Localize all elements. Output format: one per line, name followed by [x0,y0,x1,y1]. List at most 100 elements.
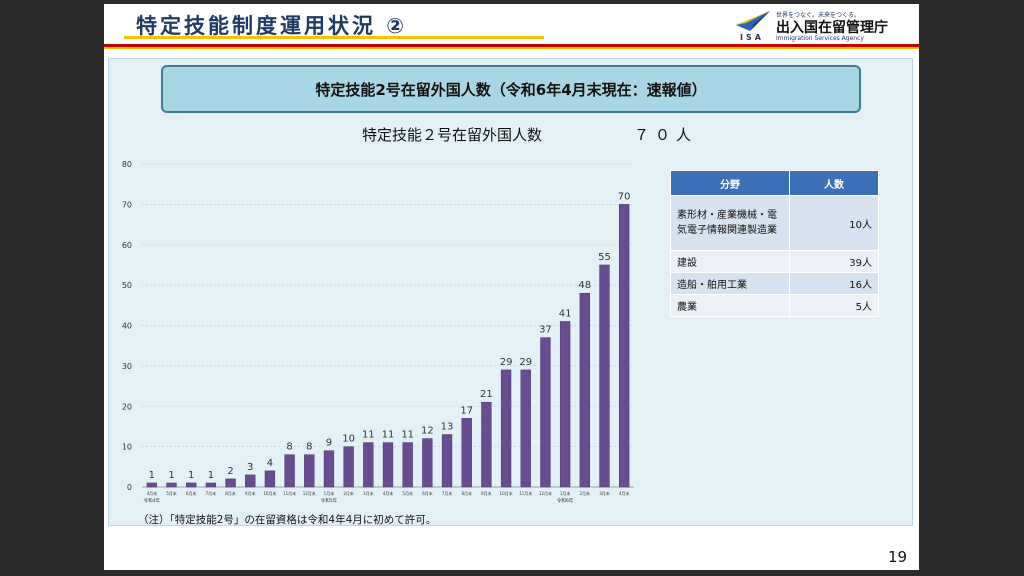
title-underline [124,36,544,39]
header-yellow-rule [104,47,919,49]
data-label: 17 [460,405,473,416]
data-label: 1 [208,470,214,481]
table-cell-field: 造船・舶用工業 [670,272,790,295]
x-tick-label: 4月末 [619,490,630,496]
period-label: 令和4年 [144,497,161,504]
data-label: 41 [559,308,572,319]
section-heading: 特定技能2号在留外国人数（令和6年4月末現在：速報値） [161,65,861,113]
data-label: 70 [618,191,631,202]
x-tick-label: 9月末 [245,490,256,496]
x-tick-label: 7月末 [442,490,453,496]
table-cell-count: 10人 [789,195,879,251]
field-table: 分野 人数 素形材・産業機械・電気電子情報関連製造業 10人 建設 39人 造船… [670,170,879,317]
bar [186,482,197,488]
x-tick-label: 2月末 [580,490,591,496]
x-tick-label: 3月末 [599,490,610,496]
data-label: 55 [598,252,611,263]
data-label: 11 [382,430,395,441]
y-tick-label: 60 [122,241,132,250]
x-tick-label: 6月末 [186,490,197,496]
bar [264,470,276,488]
bar [402,442,413,488]
x-tick-label: 10月末 [500,490,513,496]
bar [284,454,295,488]
x-tick-label: 9月末 [481,490,492,496]
bar [422,438,433,488]
bar [599,264,610,488]
bar [363,442,374,488]
period-label: 令和6年 [557,497,574,504]
x-tick-label: 3月末 [363,490,374,496]
x-tick-label: 5月末 [166,490,177,496]
logo-slogan: 世界をつなぐ。未来をつくる。 [776,12,860,19]
x-tick-label: 8月末 [225,490,236,496]
x-tick-label: 4月末 [383,490,394,496]
header-red-rule [104,44,919,47]
table-cell-count: 5人 [789,294,879,317]
table-row: 造船・舶用工業 16人 [670,272,879,295]
table-cell-field: 農業 [670,294,790,317]
x-tick-label: 8月末 [461,490,472,496]
data-label: 2 [227,466,233,477]
table-header-field: 分野 [670,170,790,196]
data-label: 13 [441,422,454,433]
paper-plane-icon [736,11,770,31]
slide: 特定技能制度運用状況 ② ISA 世界をつなぐ。未来をつくる。 出入国在留管理庁… [104,4,919,570]
bar [481,401,492,488]
chart-total: ７０人 [634,126,698,144]
x-tick-label: 11月末 [283,490,296,496]
page-title: 特定技能制度運用状況 ② [136,14,408,38]
data-label: 37 [539,325,552,336]
logo-isa-text: ISA [740,33,764,42]
agency-logo: ISA 世界をつなぐ。未来をつくる。 出入国在留管理庁 Immigration … [736,9,916,43]
data-label: 1 [149,470,155,481]
bar [500,369,512,488]
data-label: 3 [247,462,253,473]
data-label: 48 [578,280,591,291]
period-label: 令和5年 [321,497,338,504]
data-label: 11 [401,430,414,441]
bar [225,478,236,488]
bar [343,446,354,488]
y-tick-label: 50 [122,281,132,290]
logo-agency-english: Immigration Services Agency [776,35,864,42]
y-tick-label: 80 [122,160,132,169]
x-tick-label: 11月末 [519,490,532,496]
page-number: 19 [888,548,908,566]
table-cell-field: 素形材・産業機械・電気電子情報関連製造業 [670,195,790,251]
bar [166,482,177,488]
y-tick-label: 0 [127,483,132,492]
bar [540,337,551,488]
table-cell-count: 39人 [789,250,879,273]
y-tick-label: 20 [122,402,132,411]
y-tick-label: 70 [122,200,132,209]
footnote: （注）「特定技能2号」の在留資格は令和4年4月に初めて許可。 [138,514,437,526]
x-tick-label: 10月末 [263,490,276,496]
data-label: 9 [326,438,332,449]
x-tick-label: 1月末 [324,490,335,496]
data-label: 21 [480,389,493,400]
logo-agency-name: 出入国在留管理庁 [776,20,888,36]
x-tick-label: 4月末 [147,490,158,496]
bar [520,369,531,488]
x-tick-label: 12月末 [303,490,316,496]
data-label: 10 [342,434,355,445]
data-label: 11 [362,430,375,441]
data-label: 29 [519,357,532,368]
data-label: 29 [500,357,513,368]
table-cell-count: 16人 [789,272,879,295]
bar [382,442,394,488]
bar [461,418,472,488]
x-tick-label: 6月末 [422,490,433,496]
y-tick-label: 40 [122,322,132,331]
data-label: 1 [168,470,174,481]
x-tick-label: 7月末 [206,490,217,496]
y-tick-label: 30 [122,362,132,371]
bar [146,482,158,488]
bar [304,454,315,488]
bar [441,434,453,488]
title-bar: 特定技能制度運用状況 ② ISA 世界をつなぐ。未来をつくる。 出入国在留管理庁… [104,4,919,46]
bar [205,482,217,488]
data-label: 4 [267,458,273,469]
table-row: 建設 39人 [670,250,879,273]
